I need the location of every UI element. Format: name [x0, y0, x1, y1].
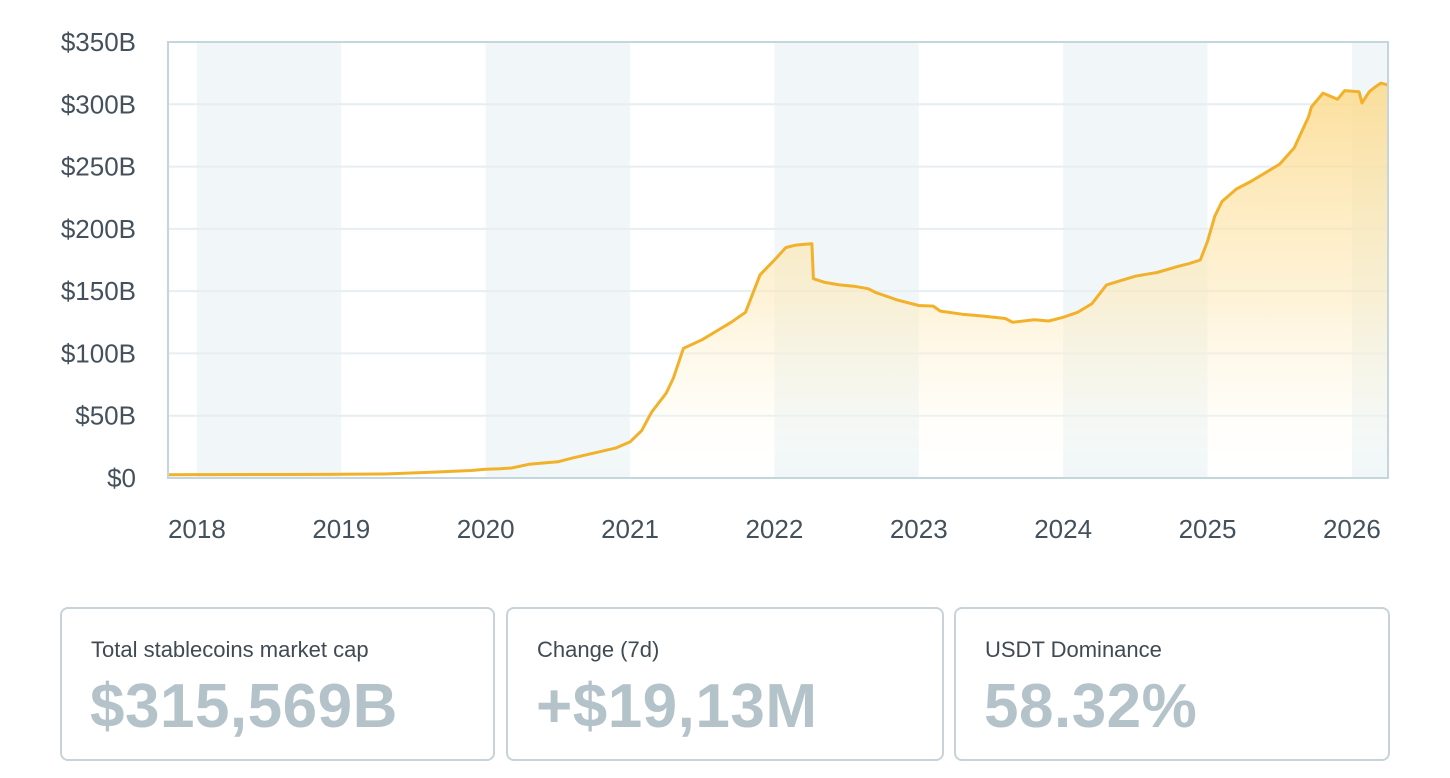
stats-row: Total stablecoins market cap $315,569B C…	[60, 607, 1392, 765]
x-tick-label: 2024	[1034, 514, 1092, 544]
market-cap-value: $315,569B	[90, 672, 398, 741]
usdt-dominance-label: USDT Dominance	[985, 637, 1162, 662]
x-tick-label: 2018	[168, 514, 226, 544]
plot-frame	[167, 41, 1389, 479]
market-cap-area	[168, 83, 1388, 478]
y-axis-labels: $0 $50B $100B $150B $200B $250B $300B $350B	[61, 27, 136, 493]
y-tick-label: $150B	[61, 276, 136, 306]
x-tick-label: 2025	[1179, 514, 1237, 544]
x-tick-label: 2019	[312, 514, 370, 544]
usdt-dominance-card: USDT Dominance 58.32%	[954, 607, 1390, 761]
x-tick-label: 2026	[1323, 514, 1381, 544]
market-cap-card: Total stablecoins market cap $315,569B	[60, 607, 495, 761]
x-tick-label: 2023	[890, 514, 948, 544]
y-tick-label: $200B	[61, 214, 136, 244]
x-tick-label: 2020	[457, 514, 515, 544]
x-tick-label: 2021	[601, 514, 659, 544]
market-cap-chart: $0 $50B $100B $150B $200B $250B $300B $350B 201…	[61, 27, 1389, 544]
y-tick-label: $250B	[61, 152, 136, 182]
change-7d-value: +$19,13M	[536, 672, 818, 741]
y-tick-label: $350B	[61, 27, 136, 57]
y-tick-label: $300B	[61, 89, 136, 119]
y-tick-label: $50B	[75, 401, 136, 431]
year-band	[485, 42, 631, 478]
y-tick-label: $100B	[61, 338, 136, 368]
year-band	[196, 42, 342, 478]
market-cap-line	[167, 81, 1389, 477]
x-axis-labels: 2018 2019 2020 2021 2022 2023 2024 2025 2026	[168, 514, 1381, 544]
change-7d-label: Change (7d)	[537, 637, 660, 662]
market-cap-label: Total stablecoins market cap	[91, 637, 369, 662]
change-7d-card: Change (7d) +$19,13M	[506, 607, 944, 761]
y-tick-label: $0	[107, 463, 136, 493]
usdt-dominance-value: 58.32%	[984, 672, 1198, 741]
x-tick-label: 2022	[745, 514, 803, 544]
